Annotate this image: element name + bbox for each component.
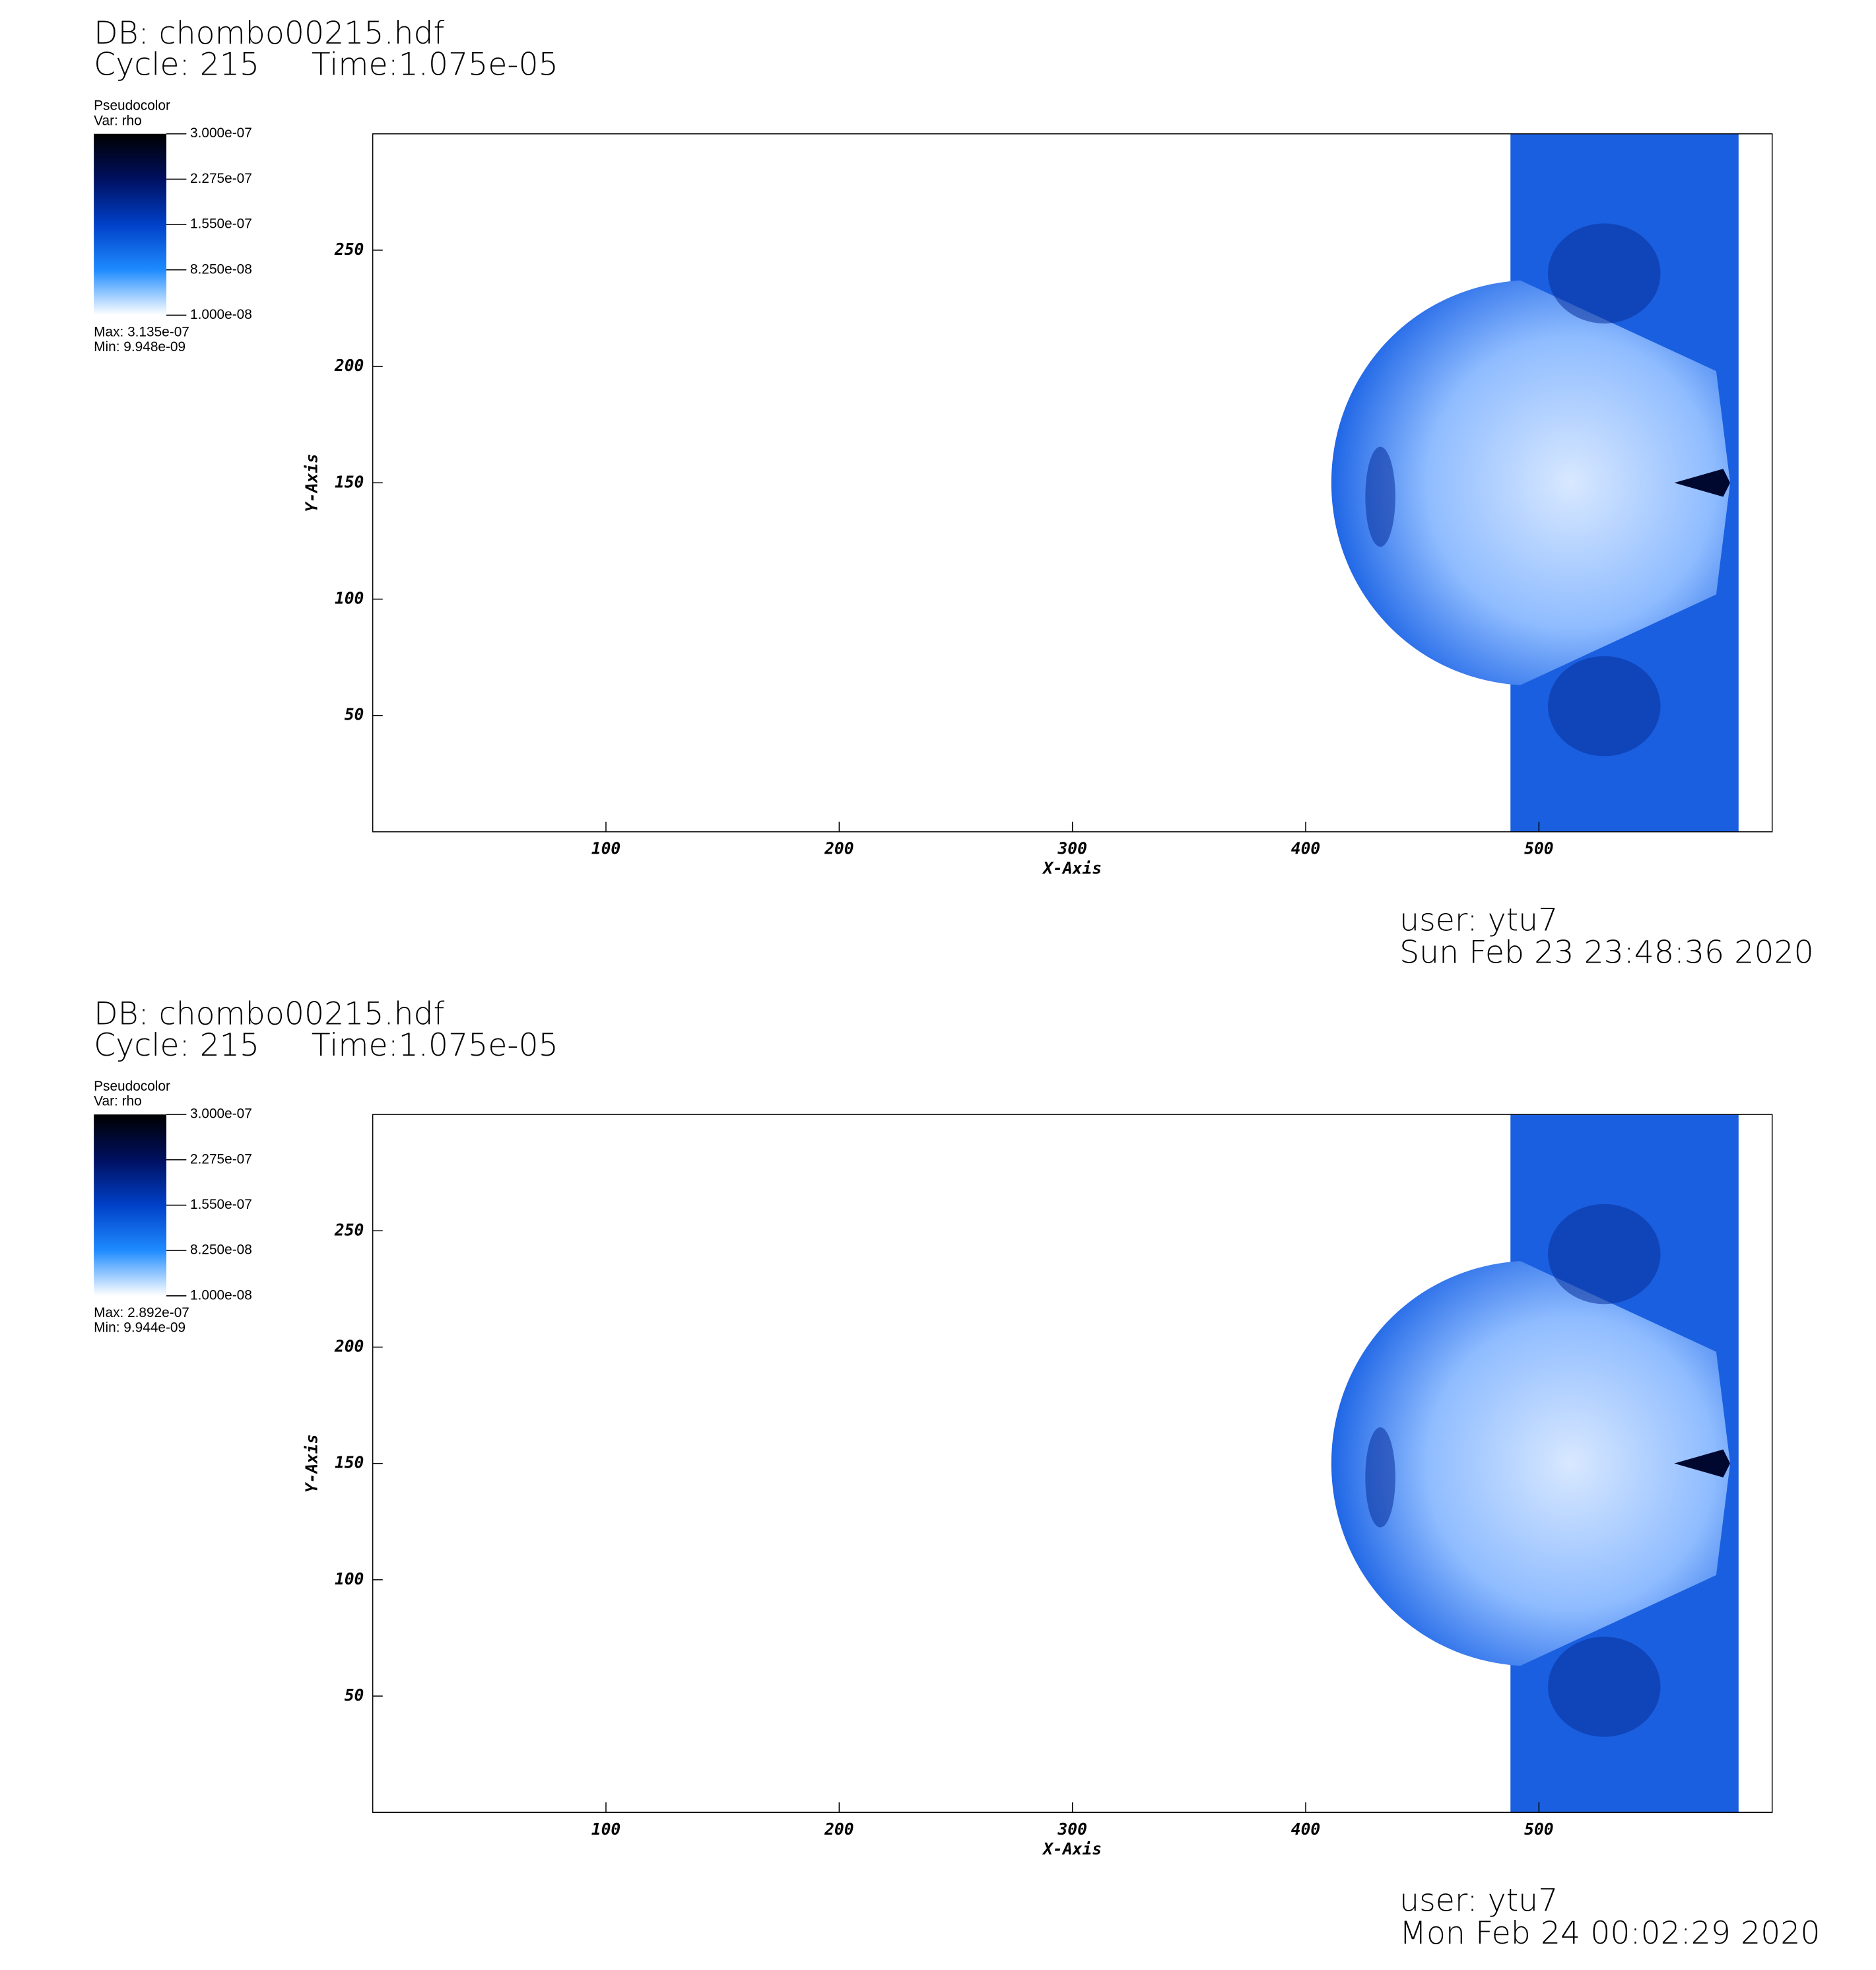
density-field: [1331, 1114, 1739, 1813]
x-tick-label: 100: [591, 838, 620, 858]
legend-variable: Var: rho: [94, 1094, 142, 1109]
y-tick-label: 250: [334, 1220, 364, 1239]
legend-max: Max: 2.892e-07: [94, 1305, 189, 1320]
density-structure: [1365, 446, 1395, 547]
legend-min: Min: 9.948e-09: [94, 339, 185, 355]
legend-title: Pseudocolor: [94, 98, 170, 114]
legend-tick-label: 2.275e-07: [190, 1151, 252, 1167]
density-structure: [1548, 1204, 1661, 1305]
y-tick-label: 150: [335, 472, 364, 491]
y-tick-label: 200: [334, 356, 364, 375]
x-tick-label: 200: [824, 838, 854, 858]
density-peak: [1674, 1449, 1731, 1478]
legend-tick-label: 3.000e-07: [190, 1106, 252, 1122]
legend-max: Max: 3.135e-07: [94, 324, 189, 339]
y-tick-label: 50: [345, 1685, 364, 1705]
x-tick-label: 500: [1524, 838, 1553, 858]
density-structure: [1548, 223, 1661, 323]
legend-tick-label: 1.550e-07: [190, 1197, 252, 1212]
date: Mon Feb 24 00:02:29 2020: [1399, 1915, 1820, 1952]
y-tick-label: 50: [345, 705, 364, 724]
legend-tick-label: 8.250e-08: [190, 261, 252, 277]
db-title: DB: chombo00215.hdf: [94, 996, 444, 1032]
colorbar: [94, 133, 167, 316]
legend-title: Pseudocolor: [94, 1079, 170, 1094]
time: Time:1.075e-05: [312, 1027, 558, 1064]
legend-min: Min: 9.944e-09: [94, 1320, 185, 1336]
density-structure: [1548, 656, 1661, 757]
y-tick-label: 100: [335, 1569, 364, 1588]
x-tick-label: 400: [1291, 1819, 1320, 1839]
x-axis-title: X-Axis: [1042, 1839, 1102, 1858]
x-tick-label: 300: [1057, 1819, 1087, 1839]
y-tick-label: 200: [334, 1336, 364, 1355]
date: Sun Feb 23 23:48:36 2020: [1399, 935, 1814, 971]
x-axis-title: X-Axis: [1042, 859, 1102, 878]
y-tick-label: 250: [334, 240, 364, 259]
legend-tick-label: 8.250e-08: [190, 1242, 252, 1258]
x-tick-label: 100: [591, 1819, 620, 1839]
time: Time:1.075e-05: [312, 46, 558, 83]
y-tick-label: 100: [335, 589, 364, 608]
y-axis-title: Y-Axis: [302, 454, 321, 512]
density-structure: [1365, 1427, 1395, 1528]
y-axis-title: Y-Axis: [302, 1434, 321, 1493]
x-tick-label: 300: [1057, 838, 1087, 858]
x-tick-label: 500: [1524, 1819, 1553, 1839]
legend-tick-label: 2.275e-07: [190, 171, 252, 186]
legend-tick-label: 1.550e-07: [190, 217, 252, 232]
x-tick-label: 400: [1291, 838, 1320, 858]
density-field: [1331, 133, 1739, 832]
density-peak: [1674, 469, 1731, 497]
legend-tick-label: 1.000e-08: [190, 307, 252, 322]
legend-tick-label: 1.000e-08: [190, 1287, 252, 1303]
colorbar: [94, 1114, 167, 1296]
density-structure: [1548, 1637, 1661, 1737]
user: user: ytu7: [1399, 1883, 1558, 1919]
density-bulge: [1331, 1261, 1731, 1666]
cycle: Cycle: 215: [94, 46, 259, 83]
legend-variable: Var: rho: [94, 113, 142, 128]
db-title: DB: chombo00215.hdf: [94, 15, 444, 51]
y-tick-label: 150: [335, 1453, 364, 1472]
density-bulge: [1331, 280, 1731, 685]
legend-tick-label: 3.000e-07: [190, 125, 252, 141]
user: user: ytu7: [1399, 902, 1558, 938]
cycle: Cycle: 215: [94, 1027, 259, 1064]
x-tick-label: 200: [824, 1819, 854, 1839]
